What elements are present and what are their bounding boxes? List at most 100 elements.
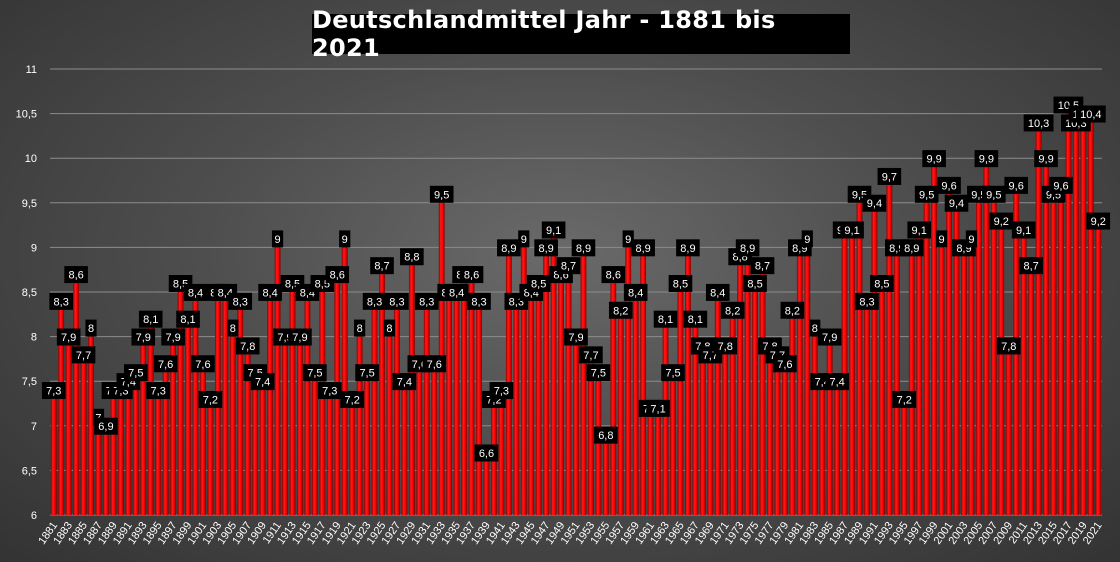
- bar: [192, 300, 199, 515]
- data-label: 9,9: [1038, 154, 1053, 166]
- bar: [849, 238, 855, 516]
- bar: [356, 336, 363, 515]
- data-label-box: [571, 239, 596, 257]
- bar: [1028, 274, 1035, 515]
- bar: [961, 256, 967, 515]
- bar: [207, 407, 214, 515]
- bar: [431, 372, 438, 515]
- bar: [379, 274, 385, 515]
- data-label: 7,9: [568, 332, 583, 344]
- data-label: 8,9: [576, 243, 591, 255]
- y-tick-label: 10: [25, 153, 37, 165]
- data-label-box: [191, 355, 215, 373]
- data-label: 9: [804, 234, 810, 246]
- data-label: 8,6: [330, 270, 345, 282]
- data-label-box: [586, 364, 611, 382]
- bar: [1080, 122, 1087, 516]
- bar: [170, 345, 177, 515]
- y-tick-label: 9: [31, 242, 37, 254]
- bar: [729, 318, 736, 515]
- bar: [923, 202, 930, 516]
- data-label: 9: [625, 234, 631, 246]
- data-label-box: [161, 328, 185, 346]
- bar: [1087, 122, 1094, 516]
- data-label-box: [705, 283, 730, 301]
- data-label-box: [1004, 176, 1028, 194]
- data-label: 7,6: [158, 359, 173, 371]
- data-label: 7,8: [1001, 341, 1016, 353]
- data-label-box: [743, 275, 767, 292]
- bar: [1020, 238, 1027, 516]
- bar: [878, 292, 885, 515]
- bar: [804, 247, 811, 515]
- data-label-box: [124, 364, 148, 382]
- data-label: 10,3: [1028, 118, 1049, 130]
- bar: [916, 238, 923, 516]
- data-label: 7,6: [777, 359, 792, 371]
- y-tick-label: 6: [31, 510, 37, 522]
- data-label: 7,7: [76, 350, 91, 362]
- data-label: 7,3: [494, 386, 509, 398]
- bar: [983, 167, 990, 515]
- data-label: 7,7: [583, 350, 598, 362]
- data-label-box: [385, 292, 409, 310]
- data-label: 8,4: [188, 287, 203, 299]
- bar: [1035, 131, 1042, 515]
- data-labels: 7,38,37,98,67,7876,97,37,37,47,57,98,17,…: [41, 96, 1111, 462]
- bar: [73, 283, 80, 515]
- data-label: 7,4: [397, 377, 412, 389]
- data-label: 7,3: [46, 386, 61, 398]
- bar: [580, 256, 587, 515]
- data-label-box: [608, 301, 633, 319]
- data-label-box: [825, 373, 849, 391]
- data-label: 9,9: [979, 154, 994, 166]
- data-label-box: [340, 390, 364, 408]
- data-label-box: [937, 176, 961, 194]
- data-label-box: [392, 373, 417, 391]
- bar: [394, 309, 400, 515]
- bar: [1005, 354, 1012, 515]
- data-label-box: [459, 266, 484, 284]
- bar: [185, 327, 191, 515]
- data-label: 8: [88, 323, 94, 335]
- data-label-box: [1049, 176, 1073, 194]
- bar: [931, 167, 938, 515]
- data-label: 7,9: [136, 332, 151, 344]
- y-tick-label: 6,5: [22, 465, 37, 477]
- bar: [461, 283, 467, 515]
- data-label: 8,6: [68, 270, 83, 282]
- bar: [565, 274, 572, 515]
- data-label-box: [355, 364, 379, 382]
- data-label-box: [383, 319, 396, 337]
- bar: [50, 399, 57, 515]
- bar: [371, 309, 378, 515]
- data-label-box: [414, 292, 439, 310]
- bar: [588, 363, 594, 515]
- data-label: 8,3: [859, 296, 874, 308]
- data-label-box: [855, 292, 879, 310]
- data-label-box: [556, 257, 581, 275]
- data-label: 8,9: [740, 243, 755, 255]
- data-label: 7,2: [345, 394, 360, 406]
- data-label-box: [817, 328, 842, 346]
- data-label: 9,6: [1009, 180, 1024, 192]
- data-label-box: [467, 292, 491, 310]
- data-label: 8,3: [471, 296, 486, 308]
- data-label: 8,1: [143, 314, 158, 326]
- data-label-box: [541, 221, 566, 239]
- bar: [416, 372, 423, 515]
- y-tick-label: 10,5: [16, 109, 37, 121]
- data-label: 9,2: [994, 216, 1009, 228]
- bar: [58, 309, 65, 515]
- bar: [908, 256, 915, 515]
- bar: [147, 327, 154, 515]
- data-label-box: [631, 239, 655, 257]
- data-label-box: [526, 275, 551, 292]
- data-label: 9,5: [434, 189, 449, 201]
- bar: [677, 292, 684, 515]
- bar: [483, 461, 490, 515]
- data-label: 8,3: [389, 296, 404, 308]
- data-label-box: [339, 230, 351, 248]
- bar: [386, 336, 393, 515]
